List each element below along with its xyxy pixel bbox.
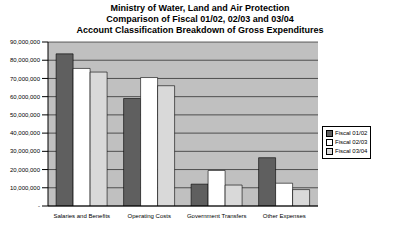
svg-text:Government Transfers: Government Transfers <box>187 213 247 219</box>
svg-text:30,000,000: 30,000,000 <box>10 148 41 154</box>
svg-text:90,000,000: 90,000,000 <box>10 39 41 45</box>
svg-text:80,000,000: 80,000,000 <box>10 57 41 63</box>
svg-text:-: - <box>38 203 40 209</box>
svg-text:70,000,000: 70,000,000 <box>10 76 41 82</box>
svg-text:60,000,000: 60,000,000 <box>10 94 41 100</box>
svg-text:Other Expenses: Other Expenses <box>263 213 306 219</box>
svg-text:Operating Costs: Operating Costs <box>128 213 171 219</box>
html-text:Comparison of Fiscal 01/02, 02: Comparison of Fiscal 01/02, 02/03 and 03… <box>106 14 294 24</box>
html-text:Fiscal 01/02: Fiscal 01/02 <box>335 130 368 136</box>
html-text:Ministry of Water, Land and Ai: Ministry of Water, Land and Air Protecti… <box>110 3 290 13</box>
svg-text:20,000,000: 20,000,000 <box>10 167 41 173</box>
svg-text:50,000,000: 50,000,000 <box>10 112 41 118</box>
svg-text:40,000,000: 40,000,000 <box>10 130 41 136</box>
html-text:Fiscal 02/03: Fiscal 02/03 <box>335 139 368 145</box>
svg-text:Salaries and Benefits: Salaries and Benefits <box>53 213 110 219</box>
html-text:Fiscal 03/04: Fiscal 03/04 <box>335 148 368 154</box>
svg-text:10,000,000: 10,000,000 <box>10 185 41 191</box>
html-text:Account Classification Breakdo: Account Classification Breakdown of Gros… <box>76 25 324 35</box>
